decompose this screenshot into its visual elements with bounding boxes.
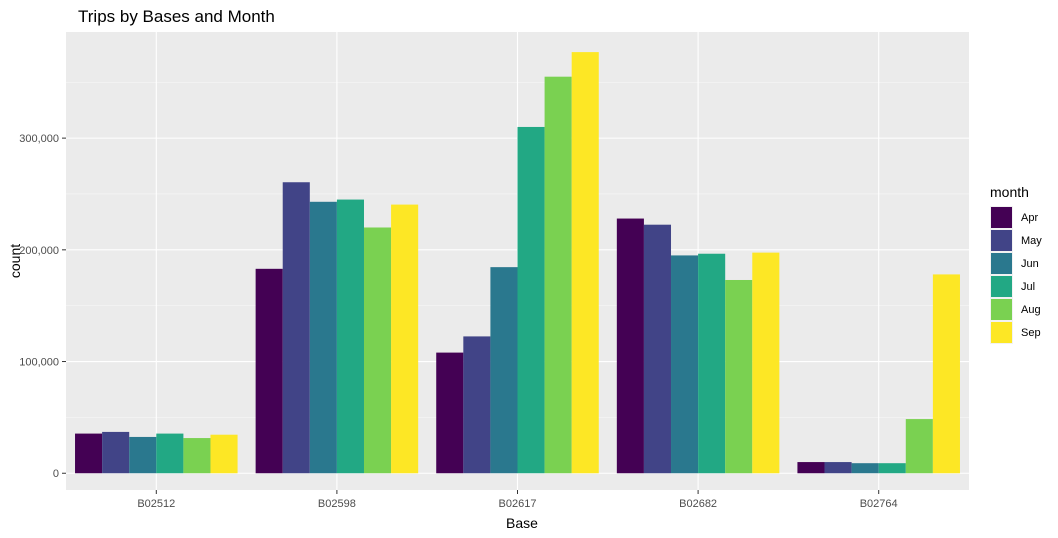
bar-B02617-Sep xyxy=(571,52,599,474)
x-axis-title: Base xyxy=(506,515,538,531)
bar-B02512-Jun xyxy=(129,436,157,474)
bar-B02764-Aug xyxy=(905,419,933,474)
legend-label-May: May xyxy=(1021,235,1042,247)
bar-B02598-Apr xyxy=(255,268,283,474)
y-axis-title: count xyxy=(7,244,23,278)
legend-title: month xyxy=(990,184,1029,200)
legend-swatch-Jun xyxy=(991,253,1012,274)
bar-B02764-Apr xyxy=(797,462,825,474)
y-tick-label: 0 xyxy=(53,468,59,480)
x-axis: B02512 B02598 B02617 B02682 B02764 xyxy=(137,490,898,510)
bar-B02617-Apr xyxy=(436,352,464,474)
bar-B02682-Sep xyxy=(752,252,780,474)
y-axis: 0 100,000 200,000 300,000 xyxy=(19,133,66,480)
bar-B02598-Jul xyxy=(336,199,364,474)
bar-B02512-Sep xyxy=(210,434,238,474)
bar-B02617-Jul xyxy=(517,126,545,474)
legend: month Apr May Jun Jul Aug Sep xyxy=(990,184,1042,344)
legend-swatch-May xyxy=(991,230,1012,251)
bar-B02598-Sep xyxy=(391,204,419,474)
bar-B02617-Jun xyxy=(490,267,518,474)
bar-B02598-May xyxy=(282,182,310,474)
legend-label-Apr: Apr xyxy=(1021,212,1038,224)
legend-swatch-Sep xyxy=(991,322,1012,343)
legend-swatch-Jul xyxy=(991,276,1012,297)
bar-B02682-Jul xyxy=(698,253,726,474)
bar-B02512-Jul xyxy=(156,433,184,474)
y-tick-label: 300,000 xyxy=(19,133,59,145)
bar-B02512-Apr xyxy=(75,433,103,474)
y-tick-label: 200,000 xyxy=(19,245,59,257)
legend-label-Jul: Jul xyxy=(1021,281,1035,293)
legend-label-Sep: Sep xyxy=(1021,327,1041,339)
x-tick-label: B02764 xyxy=(860,498,898,510)
bar-B02682-Apr xyxy=(616,218,644,474)
x-tick-label: B02512 xyxy=(137,498,175,510)
bar-B02682-May xyxy=(643,224,672,474)
x-tick-label: B02598 xyxy=(318,498,356,510)
legend-label-Aug: Aug xyxy=(1021,304,1041,316)
legend-swatch-Aug xyxy=(991,299,1012,320)
chart-title: Trips by Bases and Month xyxy=(78,7,275,26)
bar-B02512-Aug xyxy=(183,438,211,474)
bar-B02764-Sep xyxy=(932,274,960,474)
legend-label-Jun: Jun xyxy=(1021,258,1039,270)
bar-B02682-Jun xyxy=(671,255,699,474)
bar-B02512-May xyxy=(102,431,130,474)
bar-B02598-Aug xyxy=(363,227,392,474)
x-tick-label: B02682 xyxy=(679,498,717,510)
bar-B02617-May xyxy=(463,336,491,474)
bar-B02598-Jun xyxy=(309,201,337,474)
x-tick-label: B02617 xyxy=(499,498,537,510)
bar-B02682-Aug xyxy=(725,279,753,474)
bars xyxy=(75,52,960,474)
y-tick-label: 100,000 xyxy=(19,357,59,369)
bar-B02764-Jul xyxy=(878,463,906,474)
bar-B02617-Aug xyxy=(544,76,572,474)
bar-B02764-Jun xyxy=(851,463,879,474)
legend-swatch-Apr xyxy=(991,207,1012,228)
bar-B02764-May xyxy=(824,462,852,474)
